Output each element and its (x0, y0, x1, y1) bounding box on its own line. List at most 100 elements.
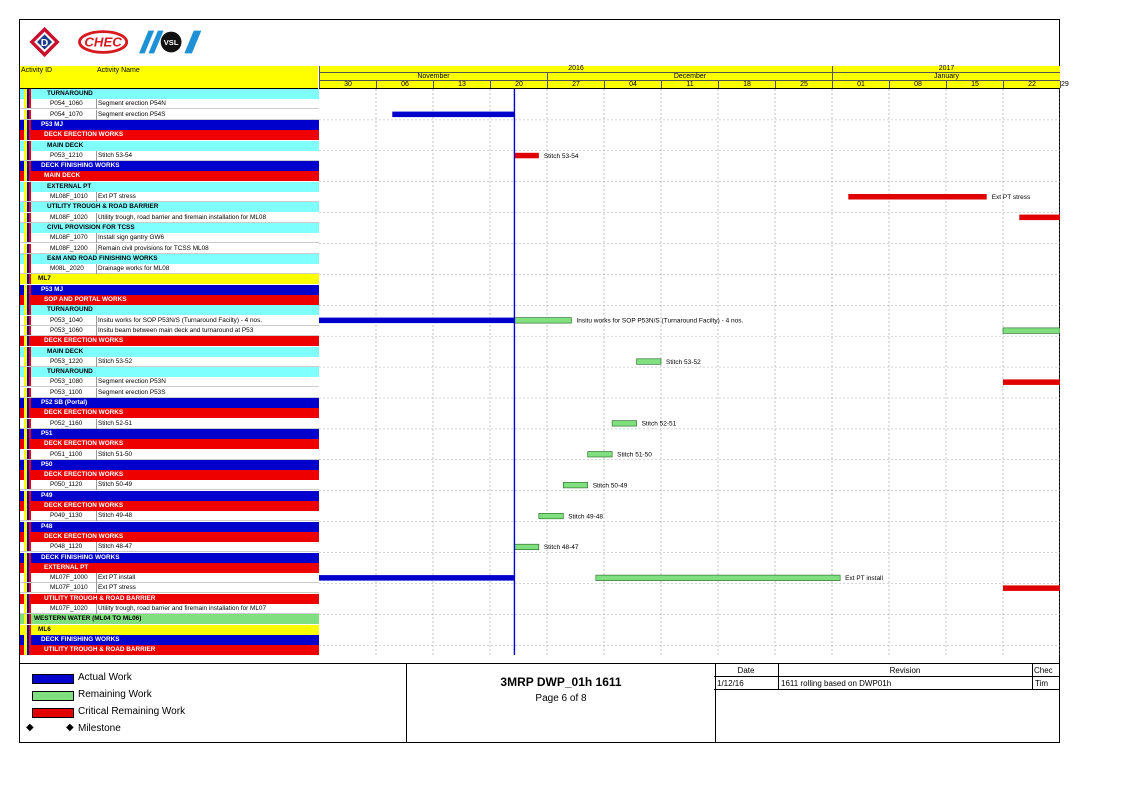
wbs-group-row: EXTERNAL PT (20, 562, 319, 573)
wbs-group-label: TURNAROUND (47, 90, 93, 97)
rev-revision-header: Revision (889, 666, 921, 675)
activity-row: P053_1060 Insitu beam between main deck a… (20, 325, 319, 336)
critical-bar (1019, 214, 1060, 221)
wbs-group-label: SOP AND PORTAL WORKS (44, 296, 127, 303)
activity-name: Segment erection P53S (98, 388, 166, 396)
remaining-bar (514, 317, 572, 324)
activity-name: Segment erection P53N (98, 378, 166, 386)
bar-label: Stitch 50-49 (593, 482, 628, 489)
remaining-bar (1002, 327, 1060, 334)
wbs-group-row: P51 (20, 428, 319, 439)
activity-id: P054_1070 (50, 109, 97, 120)
activity-header: Activity ID Activity Name (20, 66, 318, 89)
bar-label: Ext PT stress (992, 194, 1031, 201)
actual-bar (319, 575, 515, 581)
wbs-group-row: DECK ERECTION WORKS (20, 470, 319, 481)
bar-label: Stitch 48-47 (544, 544, 579, 551)
activity-name: Stitch 50-49 (98, 481, 133, 489)
activity-name: Stitch 51-50 (98, 450, 133, 458)
activity-name-header: Activity Name (97, 67, 140, 74)
activity-id: ML08F_1010 (50, 192, 97, 202)
wbs-group-row: DECK ERECTION WORKS (20, 408, 319, 419)
wbs-group-row: ML7 (20, 274, 319, 285)
wbs-group-label: P48 (41, 522, 53, 530)
legend: Actual Work Remaining Work Critical Remain… (20, 663, 1060, 744)
wbs-group-label: UTILITY TROUGH & ROAD BARRIER (44, 646, 156, 654)
activity-id: ML07F_1020 (50, 604, 97, 614)
activity-name: Segment erection P54S (98, 110, 166, 118)
wbs-group-label: DECK ERECTION WORKS (44, 471, 124, 479)
wbs-group-label: EXTERNAL PT (47, 182, 92, 190)
activity-id: ML08F_1070 (50, 233, 97, 244)
activity-name: Remain civil provisions for TCSS ML08 (98, 244, 209, 252)
rev-date-header: Date (737, 666, 755, 675)
wbs-group-label: MAIN DECK (47, 347, 84, 355)
remaining-bar (587, 451, 613, 458)
activity-row: P053_1080 Segment erection P53N (20, 377, 319, 388)
timeline-weeks: 30 06 13 20 27 04 11 18 25 01 08 15 22 29 (319, 81, 1069, 89)
wbs-group-label: EXTERNAL PT (44, 563, 89, 571)
timeline-month: December (547, 73, 832, 80)
timeline-month: November (319, 73, 547, 80)
activity-name: Utility trough, road barrier and firemai… (98, 605, 267, 612)
wbs-group-row: P53 MJ (20, 284, 319, 295)
wbs-group-row: ML6 (20, 624, 319, 635)
activity-name: Stitch 48-47 (98, 543, 133, 551)
activity-name: Stitch 52-51 (98, 419, 133, 427)
remaining-bar (514, 543, 540, 551)
legend-label: Milestone (78, 723, 121, 734)
activity-row: ML07F_1010 Ext PT stress (20, 583, 319, 594)
activity-id: ML07F_1010 (50, 583, 97, 594)
wbs-group-label: MAIN DECK (44, 172, 81, 180)
vsl-logo: VSL (139, 30, 202, 54)
wbs-group-row: DECK ERECTION WORKS (20, 439, 319, 450)
svg-text:CHEC: CHEC (84, 35, 122, 50)
bar-label: Stitch 51-50 (617, 452, 652, 459)
wbs-group-label: DECK FINISHING WORKS (41, 635, 120, 643)
activity-name: Install sign gantry GW6 (98, 234, 165, 242)
timeline-week: 27 (547, 81, 604, 88)
timeline-week: 01 (832, 81, 889, 88)
timeline-week: 18 (718, 81, 775, 88)
wbs-group-row: MAIN DECK (20, 171, 319, 182)
wbs-group-row: DECK FINISHING WORKS (20, 634, 319, 645)
legend-label: Actual Work (78, 672, 132, 683)
wbs-group-label: DECK ERECTION WORKS (44, 502, 124, 509)
bar-label: Stitch 53-54 (544, 153, 579, 160)
activity-id: P053_1100 (50, 387, 97, 398)
wbs-group-label: DECK ERECTION WORKS (44, 131, 124, 139)
activity-id: P049_1130 (50, 511, 97, 522)
wbs-group-row: MAIN DECK (20, 346, 319, 357)
activity-name: Segment erection P54N (98, 100, 166, 108)
timeline-week: 29 (1060, 81, 1069, 88)
wbs-group-row: P52 SB (Portal) (20, 398, 319, 408)
activity-row: P052_1160 Stitch 52-51 (20, 418, 319, 429)
document-info: 3MRP DWP_01h 1611 Page 6 of 8 (406, 663, 716, 743)
page-number: Page 6 of 8 (535, 693, 587, 704)
wbs-group-row: SOP AND PORTAL WORKS (20, 295, 319, 305)
timeline-year: 2016 (319, 65, 832, 72)
revision-table: Date Revision Chec 1/12/16 1611 rolling … (714, 663, 1060, 743)
activity-id: ML08F_1020 (50, 212, 97, 223)
wbs-group-label: P51 (41, 429, 53, 437)
wbs-group-row: EXTERNAL PT (20, 181, 319, 192)
activity-row: ML08F_1200 Remain civil provisions for TC… (20, 243, 319, 254)
timeline-week: 20 (490, 81, 547, 88)
wbs-group-row: P49 (20, 490, 319, 501)
wbs-group-label: P50 (41, 460, 53, 468)
critical-bar (848, 194, 987, 200)
actual-bar (319, 317, 515, 324)
timeline-years: 2016 2017 (319, 65, 1060, 73)
timeline-year: 2017 (832, 65, 1060, 72)
remaining-bar (611, 420, 637, 427)
wbs-group-row: DECK ERECTION WORKS (20, 531, 319, 542)
activity-id: P048_1120 (50, 542, 97, 553)
timeline-week: 15 (946, 81, 1003, 88)
wbs-group-label: P53 MJ (41, 285, 64, 293)
activity-name: Stitch 49-48 (98, 512, 133, 520)
activity-id: P051_1100 (50, 449, 97, 460)
rev-text: 1611 rolling based on DWP01h (781, 679, 892, 688)
activity-id: P053_1210 (50, 150, 97, 161)
wbs-group-label: TURNAROUND (47, 306, 93, 314)
activity-row: P051_1100 Stitch 51-50 (20, 449, 319, 460)
